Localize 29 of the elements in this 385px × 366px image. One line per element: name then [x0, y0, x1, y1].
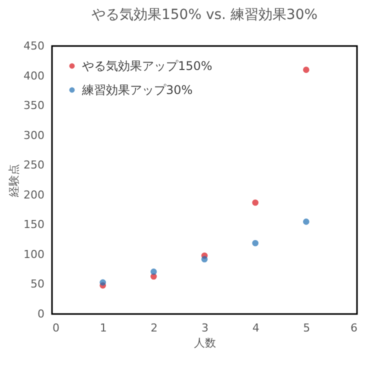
x-tick-label: 6 [350, 322, 358, 334]
x-tick-label: 1 [100, 322, 107, 334]
point [100, 279, 106, 286]
y-tick-label: 300 [24, 128, 44, 142]
x-tick-label: 5 [303, 322, 310, 334]
y-tick-label: 250 [24, 158, 44, 172]
y-tick-label: 0 [38, 308, 44, 320]
y-tick-label: 450 [24, 40, 44, 52]
legend-label: やる気効果アップ150% [82, 59, 212, 73]
point [303, 66, 310, 73]
x-axis-title: 人数 [194, 336, 216, 350]
y-tick-label: 350 [24, 99, 44, 112]
y-tick-label: 50 [30, 278, 44, 291]
y-tick-label: 200 [24, 188, 44, 202]
y-tick-label: 400 [24, 69, 44, 82]
point [303, 218, 310, 225]
x-tick-label: 4 [252, 322, 260, 334]
y-tick-label: 150 [24, 218, 44, 232]
x-tick-label: 3 [202, 322, 208, 334]
legend-label: 練習効果アップ30% [81, 83, 193, 97]
chart-title: やる気効果150% vs. 練習効果30% [91, 7, 318, 23]
y-axis-title: 経験点 [8, 164, 21, 198]
x-tick-label: 2 [150, 322, 158, 334]
point [150, 268, 157, 275]
point [252, 240, 258, 246]
y-tick-label: 100 [24, 248, 44, 261]
x-tick-label: 0 [52, 322, 60, 334]
point [252, 199, 258, 206]
point [201, 256, 208, 262]
